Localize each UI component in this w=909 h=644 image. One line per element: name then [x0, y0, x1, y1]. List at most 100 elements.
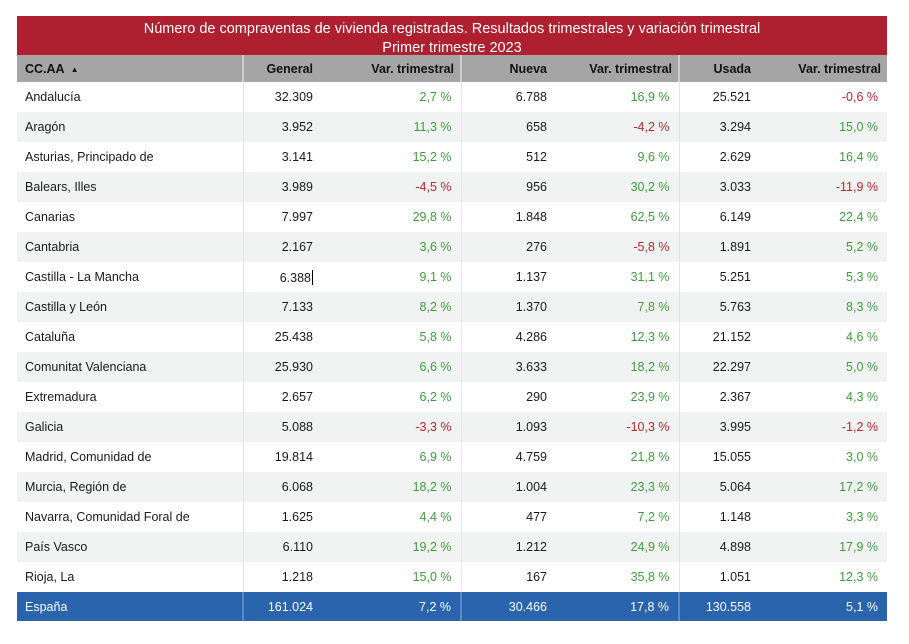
cell-usada-text: 2.629 [719, 150, 751, 164]
cell-nueva-text: 4.286 [515, 330, 547, 344]
cell-var-general-text: 2,7 % [419, 90, 452, 104]
cell-var-usada: 5,0 % [757, 352, 887, 382]
cell-nueva: 1.137 [460, 262, 553, 292]
cell-var-nueva-text: -10,3 % [626, 420, 670, 434]
cell-general: 25.438 [242, 322, 319, 352]
cell-nueva: 658 [460, 112, 553, 142]
cell-general: 6.388 [242, 262, 319, 292]
cell-var-usada-text: 12,3 % [839, 570, 878, 584]
total-row: España 161.024 7,2 % 30.466 17,8 % 130.558 5,1… [17, 592, 887, 621]
cell-usada-text: 3.033 [719, 180, 751, 194]
cell-region-text: Canarias [25, 210, 76, 224]
cell-var-nueva-text: -5,8 % [633, 240, 670, 254]
table-row: Comunitat Valenciana 25.930 6,6 % 3.633 18,2… [17, 352, 887, 382]
cell-var-general-text: 18,2 % [412, 480, 452, 494]
cell-nueva: 276 [460, 232, 553, 262]
cell-var-usada: 17,2 % [757, 472, 887, 502]
cell-region-text: Navarra, Comunidad Foral de [25, 510, 190, 524]
cell-region: Castilla - La Mancha [17, 262, 243, 292]
cell-general-text: 5.088 [281, 420, 313, 434]
cell-var-general: 6,9 % [319, 442, 461, 472]
cell-var-nueva: 62,5 % [553, 202, 679, 232]
cell-var-nueva-text: 7,8 % [637, 300, 670, 314]
cell-var-general-text: 19,2 % [412, 540, 452, 554]
cell-var-general: 3,6 % [319, 232, 461, 262]
cell-var-general-text: 29,8 % [412, 210, 452, 224]
cell-nueva: 1.093 [460, 412, 553, 442]
cell-var-usada: 12,3 % [757, 562, 887, 592]
column-header-var-general[interactable]: Var. trimestral [319, 55, 461, 82]
column-header-nueva[interactable]: Nueva [460, 55, 553, 82]
table-row: Madrid, Comunidad de 19.814 6,9 % 4.759 21,8… [17, 442, 887, 472]
cell-nueva-text: 477 [526, 510, 547, 524]
cell-var-general: 15,0 % [319, 562, 461, 592]
cell-var-nueva-text: 16,9 % [630, 90, 670, 104]
cell-var-general-text: 3,6 % [419, 240, 452, 254]
cell-nueva: 3.633 [460, 352, 553, 382]
cell-usada-text: 21.152 [712, 330, 751, 344]
cell-general-text: 2.657 [281, 390, 313, 404]
cell-general: 3.952 [242, 112, 319, 142]
text-cursor [312, 269, 313, 285]
cell-general-text: 19.814 [274, 450, 313, 464]
table-title-line1: Número de compraventas de vivienda regis… [143, 21, 761, 37]
cell-nueva: 1.370 [460, 292, 553, 322]
cell-general: 3.141 [242, 142, 319, 172]
cell-nueva-text: 956 [526, 180, 547, 194]
cell-region-text: Andalucía [25, 90, 81, 104]
table-row: Andalucía 32.309 2,7 % 6.788 16,9 % 25.521 -0,… [17, 82, 887, 112]
column-header-var-nueva[interactable]: Var. trimestral [553, 55, 679, 82]
cell-var-nueva: 23,9 % [553, 382, 679, 412]
cell-usada: 6.149 [678, 202, 757, 232]
cell-var-nueva-text: 62,5 % [630, 210, 670, 224]
cell-region: Cataluña [17, 322, 243, 352]
cell-var-usada-text: 5,1 % [846, 599, 878, 614]
cell-region: Asturias, Principado de [17, 142, 243, 172]
cell-var-general-text: 4,4 % [419, 510, 452, 524]
cell-nueva-text: 1.370 [515, 300, 547, 314]
cell-var-usada: 16,4 % [757, 142, 887, 172]
column-header-ccaa[interactable]: CC.AA ▲ [17, 55, 243, 82]
cell-var-usada-text: 5,0 % [846, 360, 878, 374]
cell-nueva-text: 1.848 [515, 210, 547, 224]
cell-var-general-text: 6,6 % [419, 360, 452, 374]
cell-nueva-text: 6.788 [515, 90, 547, 104]
cell-var-nueva: -5,8 % [553, 232, 679, 262]
column-header-general[interactable]: General [242, 55, 319, 82]
cell-var-usada: 15,0 % [757, 112, 887, 142]
cell-general-text: 6.110 [282, 540, 313, 554]
cell-general: 6.068 [242, 472, 319, 502]
cell-nueva-text: 167 [526, 570, 547, 584]
cell-region-text: España [25, 599, 68, 614]
table-row: Extremadura 2.657 6,2 % 290 23,9 % 2.367 4,3 % [17, 382, 887, 412]
column-header-usada[interactable]: Usada [678, 55, 757, 82]
cell-usada: 5.251 [678, 262, 757, 292]
cell-var-usada: -0,6 % [757, 82, 887, 112]
column-header-label: CC.AA [25, 61, 65, 76]
cell-usada: 1.148 [678, 502, 757, 532]
cell-nueva-text: 276 [526, 240, 547, 254]
cell-usada: 25.521 [678, 82, 757, 112]
cell-nueva: 4.759 [460, 442, 553, 472]
cell-general-text: 6.388 [279, 270, 311, 285]
sort-ascending-icon[interactable]: ▲ [70, 64, 79, 74]
cell-region-text: País Vasco [25, 540, 88, 554]
cell-general: 32.309 [242, 82, 319, 112]
cell-usada-text: 3.294 [719, 120, 751, 134]
cell-nueva-text: 1.093 [515, 420, 547, 434]
cell-var-nueva: 7,2 % [553, 502, 679, 532]
table-row: Rioja, La 1.218 15,0 % 167 35,8 % 1.051 12,3 % [17, 562, 887, 592]
cell-var-usada-text: 3,3 % [846, 510, 878, 524]
cell-var-general: 6,2 % [319, 382, 461, 412]
cell-var-nueva: 16,9 % [553, 82, 679, 112]
cell-usada: 3.033 [678, 172, 757, 202]
cell-nueva-text: 290 [526, 390, 547, 404]
cell-usada-text: 1.148 [719, 510, 751, 524]
column-header-var-usada[interactable]: Var. trimestral [757, 55, 887, 82]
cell-var-usada-text: -0,6 % [841, 90, 878, 104]
cell-var-general-text: 6,2 % [419, 390, 452, 404]
cell-var-nueva-text: 21,8 % [630, 450, 670, 464]
cell-usada-text: 22.297 [712, 360, 751, 374]
cell-region: Navarra, Comunidad Foral de [17, 502, 243, 532]
cell-var-nueva-text: -4,2 % [633, 120, 670, 134]
